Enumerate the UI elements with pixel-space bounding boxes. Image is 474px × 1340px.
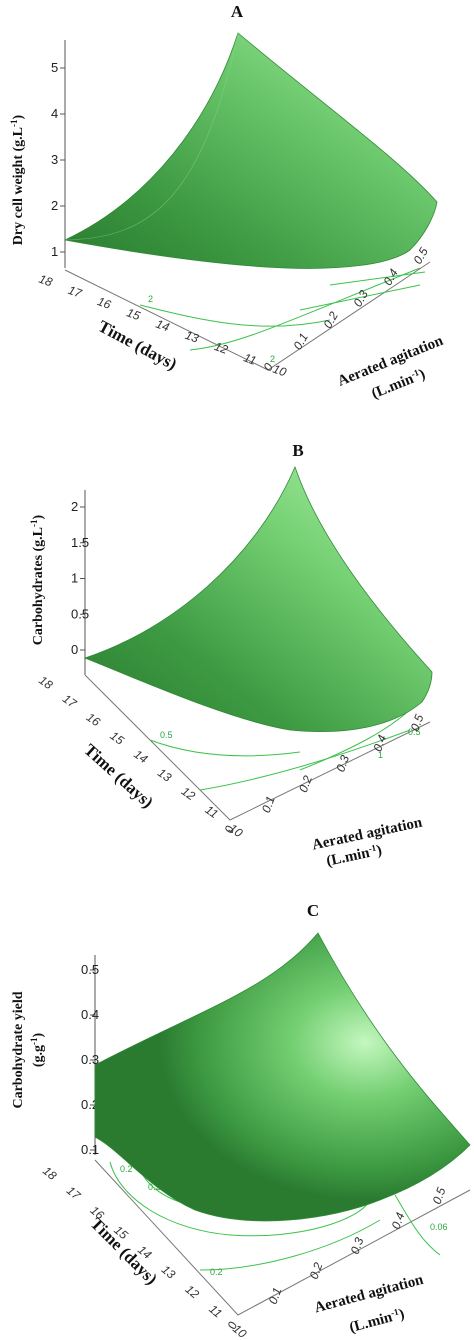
chart-b-panel-label: B xyxy=(292,441,303,460)
chart-a-z-tick-label: 1 xyxy=(51,244,58,259)
chart-c-time-tick-label: 12 xyxy=(183,1282,202,1302)
chart-c-time-tick-label: 18 xyxy=(40,1164,59,1184)
chart-c-time-tick-label: 10 xyxy=(230,1322,249,1340)
chart-c-z-label: Carbohydrate yield xyxy=(11,991,26,1108)
chart-b-z-label: Carbohydrates (g.L-1) xyxy=(29,514,46,645)
chart-a-time-tick-label: 16 xyxy=(95,294,113,312)
chart-c-z-tick-label: 0.3 xyxy=(81,1052,99,1067)
chart-b-z-tick-label: 2 xyxy=(71,499,78,514)
chart-b-z-ticks: 0 0.5 1 1.5 2 xyxy=(71,499,89,657)
chart-b-z-tick-label: 0 xyxy=(71,642,78,657)
chart-c-agitation-tick-label: 0.5 xyxy=(430,1185,449,1206)
chart-c-contour-label-3: 0.06 xyxy=(430,1222,448,1232)
chart-a-surface xyxy=(63,32,438,269)
chart-b-agitation-tick-label: 0.2 xyxy=(296,773,315,794)
chart-panel-b: B 0 0.5 1 1.5 2 Carbohydrates (g.L-1) 0.5 1 … xyxy=(0,440,474,900)
chart-b-contour-label-2: 1 xyxy=(378,750,383,760)
chart-a-panel-label: A xyxy=(231,2,244,21)
chart-a-time-tick-label: 10 xyxy=(271,362,289,380)
chart-c-y-label-unit: (L.min-1) xyxy=(347,1305,406,1336)
chart-b-contour-label-1: 0.5 xyxy=(160,730,173,740)
chart-c-surface xyxy=(94,932,471,1222)
chart-c-z-tick-label: 0.1 xyxy=(81,1142,99,1157)
chart-b-time-tick-label: 11 xyxy=(203,802,221,821)
chart-c-agitation-tick-label: 0 xyxy=(225,1320,241,1331)
chart-c-panel-label: C xyxy=(307,901,319,920)
chart-b-time-tick-label: 16 xyxy=(84,710,103,729)
chart-a-time-tick-label: 12 xyxy=(212,339,230,357)
chart-c-time-tick-label: 11 xyxy=(206,1302,225,1321)
chart-b-agitation-tick-label: 0.5 xyxy=(408,712,427,733)
chart-b-time-tick-label: 18 xyxy=(36,673,55,692)
chart-b-z-tick-label: 1 xyxy=(71,571,78,586)
chart-c-agitation-tick-label: 0.2 xyxy=(307,1260,326,1281)
chart-a-time-tick-label: 14 xyxy=(154,317,172,335)
chart-c-z-label-unit: (g.g-1) xyxy=(29,1033,46,1068)
chart-a-time-tick-label: 11 xyxy=(242,350,259,367)
chart-c-agitation-tick-label: 0.3 xyxy=(348,1235,367,1256)
chart-a-time-tick-label: 17 xyxy=(66,283,85,301)
chart-b-agitation-tick-label: 0.4 xyxy=(370,733,389,754)
chart-b-time-tick-label: 17 xyxy=(60,691,80,711)
chart-c-base-edges xyxy=(94,1159,471,1316)
chart-b-agitation-ticks: 0 0.1 0.2 0.3 0.4 0.5 xyxy=(222,712,427,835)
chart-c-svg: C 0.1 0.2 0.3 0.4 0.5 Carbohydrate yield (g.… xyxy=(11,901,471,1340)
chart-b-time-tick-label: 12 xyxy=(179,784,198,803)
chart-b-time-tick-label: 13 xyxy=(155,765,174,784)
chart-c-y-label: Aerated agitation xyxy=(313,1272,426,1317)
chart-panel-c: C 0.1 0.2 0.3 0.4 0.5 Carbohydrate yield (g.… xyxy=(0,900,474,1340)
chart-b-agitation-tick-label: 0 xyxy=(222,824,238,835)
chart-c-contours xyxy=(109,1161,441,1271)
chart-a-z-tick-label: 2 xyxy=(51,198,58,213)
chart-a-z-tick-label: 3 xyxy=(51,152,58,167)
chart-a-time-ticks: 18 17 16 15 14 13 12 11 10 xyxy=(37,272,289,380)
chart-a-agitation-tick-label: 0.2 xyxy=(320,309,341,331)
chart-a-time-tick-label: 15 xyxy=(125,305,143,323)
chart-b-contour-label-3: 0.5 xyxy=(408,727,421,737)
chart-a-agitation-tick-label: 0.3 xyxy=(350,288,371,310)
chart-b-svg: B 00.511.52 Carbohydrates (g.L-1) 0.5 1 … xyxy=(29,441,433,870)
chart-b-agitation-tick-label: 0.1 xyxy=(259,794,278,814)
chart-a-z-ticks: 1 2 3 4 5 xyxy=(51,60,65,259)
chart-c-z-tick-label: 0.4 xyxy=(81,1007,99,1022)
chart-c-agitation-ticks: 0 0.1 0.2 0.3 0.4 0.5 xyxy=(225,1185,449,1331)
chart-a-contours xyxy=(139,267,426,351)
chart-a-time-tick-label: 13 xyxy=(183,328,201,346)
chart-c-z-tick-label: 0.2 xyxy=(81,1097,99,1112)
chart-b-agitation-tick-label: 0.3 xyxy=(333,753,352,774)
chart-c-z-tick-label: 0.5 xyxy=(81,962,99,977)
chart-a-surface-edge xyxy=(64,32,239,241)
chart-a-z-tick-label: 5 xyxy=(51,60,58,75)
chart-c-contour-label-1: 0.2 xyxy=(120,1164,133,1174)
chart-a-agitation-tick-label: 0.1 xyxy=(290,331,310,352)
chart-b-surface xyxy=(83,465,433,733)
chart-a-base-edges xyxy=(64,261,431,371)
chart-b-z-tick-label: 0.5 xyxy=(71,606,89,621)
chart-a-contour-label-1: 2 xyxy=(148,294,153,304)
chart-c-contour-label-4: 0.2 xyxy=(210,1267,223,1277)
chart-a-contour-label-2: 2 xyxy=(270,354,275,364)
chart-a-z-label: Dry cell weight (g.L-1) xyxy=(9,114,26,245)
chart-c-z-ticks: 0.1 0.2 0.3 0.4 0.5 xyxy=(81,962,99,1157)
chart-c-time-tick-label: 13 xyxy=(159,1262,178,1282)
chart-b-time-tick-label: 15 xyxy=(108,728,127,747)
chart-a-time-tick-label: 18 xyxy=(37,272,55,290)
chart-a-agitation-tick-label: 0.4 xyxy=(380,266,401,288)
chart-b-base-edges xyxy=(84,674,431,821)
chart-c-agitation-tick-label: 0.4 xyxy=(389,1210,408,1231)
chart-a-z-tick-label: 4 xyxy=(51,106,58,121)
chart-b-z-tick-label: 1.5 xyxy=(71,535,89,550)
chart-c-time-tick-label: 17 xyxy=(64,1183,84,1203)
chart-b-time-tick-label: 14 xyxy=(131,747,150,766)
chart-c-contour-label-2: 0.2 xyxy=(148,1182,161,1192)
chart-c-agitation-tick-label: 0.1 xyxy=(266,1286,285,1306)
